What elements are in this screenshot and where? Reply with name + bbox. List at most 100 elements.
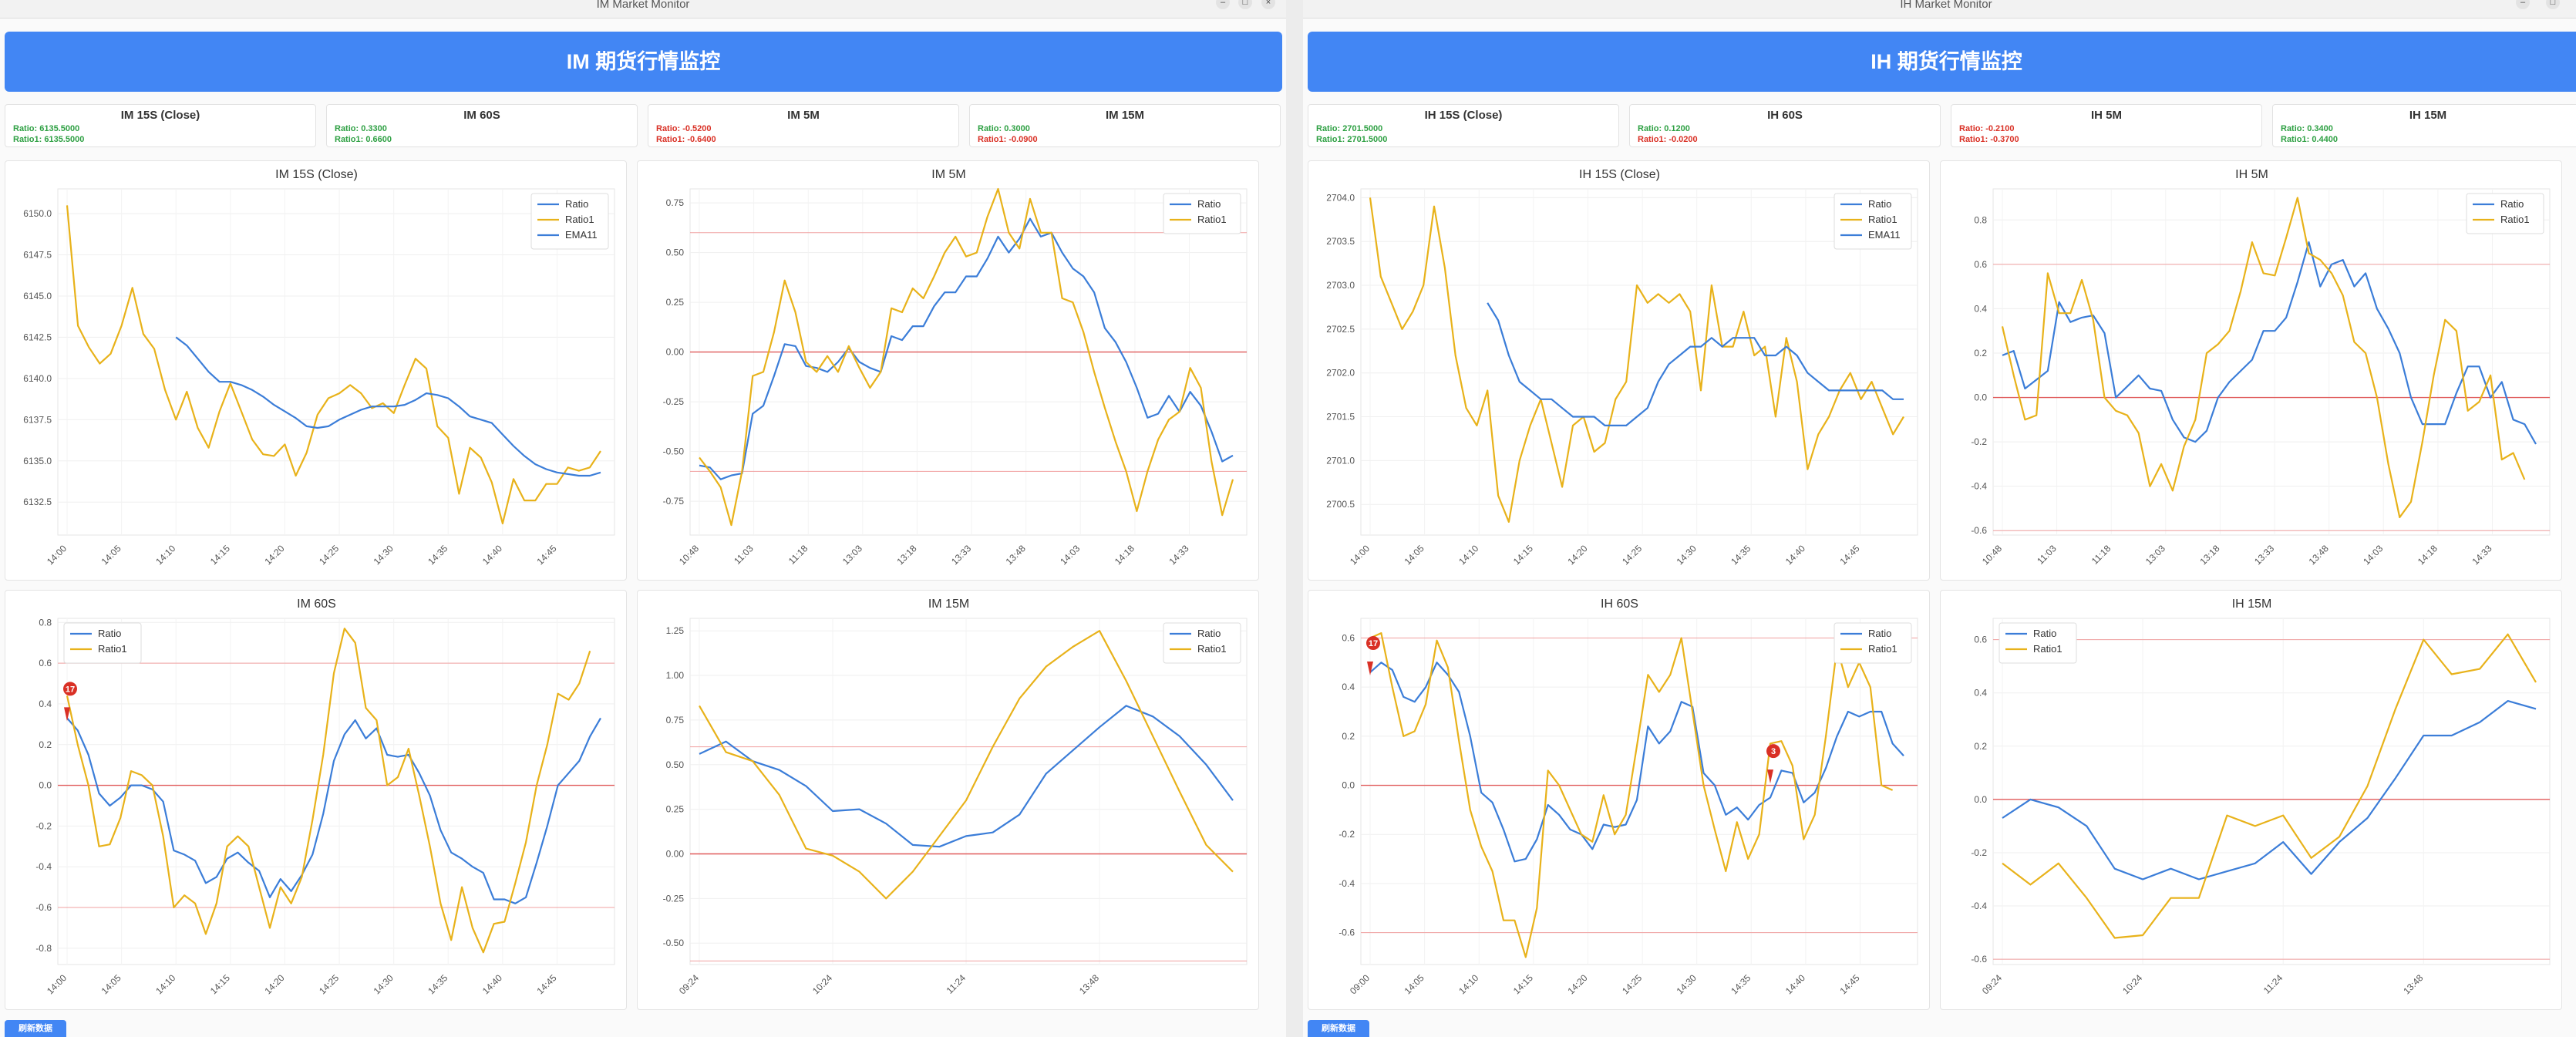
- x-tick-label: 14:40: [480, 543, 504, 567]
- signal-badge: [63, 682, 77, 696]
- chart-svg: IM 15M -0.50 -0.25 0.00 0.25 0.50 0.75 1.00 1.25…: [663, 598, 1248, 996]
- x-tick-label: 14:40: [1783, 972, 1807, 996]
- chart-panel-5m: IH 5M -0.6 -0.4 -0.2 0.0 0.2 0.4 0.6 0.8 10:48 11:…: [1940, 160, 2562, 581]
- chart-title: IH 15S (Close): [1579, 168, 1660, 181]
- x-tick-label: 13:48: [1004, 543, 1028, 567]
- im-window: IM Market Monitor – □ × IM 期货行情监控 IM 15S…: [0, 0, 1286, 1037]
- x-tick-label: 10:48: [677, 543, 701, 567]
- x-tick-label: 13:48: [2401, 972, 2425, 996]
- card-title: IM 60S: [463, 109, 500, 122]
- series-line-ema11: [175, 336, 601, 477]
- y-tick-label: -0.25: [663, 396, 685, 407]
- summary-card: IM 60S Ratio: 0.3300 Ratio1: 0.6600: [326, 104, 638, 147]
- title-bar: IM Market Monitor – □ ×: [0, 0, 1286, 19]
- x-tick-label: 14:45: [1837, 543, 1861, 567]
- refresh-button[interactable]: 刷新数据: [1308, 1020, 1369, 1037]
- y-tick-label: -0.4: [1971, 901, 1987, 911]
- card-title: IH 60S: [1767, 109, 1803, 122]
- x-tick-label: 11:03: [2035, 543, 2059, 567]
- signal-badge-label: 17: [1369, 639, 1378, 648]
- x-tick-label: 11:24: [945, 972, 968, 996]
- y-tick-label: 1.25: [666, 625, 685, 636]
- x-tick-label: 14:30: [372, 543, 396, 567]
- x-tick-label: 14:35: [426, 972, 450, 996]
- y-tick-label: 6145.0: [23, 291, 52, 301]
- y-tick-label: 0.75: [666, 715, 685, 726]
- y-tick-label: -0.8: [35, 943, 52, 954]
- x-tick-label: 09:24: [677, 972, 701, 996]
- x-tick-label: 09:00: [1348, 972, 1372, 996]
- legend-label: Ratio: [1868, 198, 1891, 210]
- x-tick-label: 14:15: [1511, 543, 1535, 567]
- legend-label: Ratio1: [1197, 643, 1227, 655]
- y-tick-label: 2700.5: [1326, 499, 1355, 510]
- chart-panel-15s: IH 15S (Close) 2700.5 2701.0 2701.5 2702.0 27…: [1308, 160, 1930, 581]
- title-bar: IH Market Monitor – □: [1303, 0, 2576, 19]
- y-tick-label: 0.0: [1974, 392, 1987, 403]
- signal-arrow-icon: [1767, 769, 1773, 784]
- legend-label: Ratio: [98, 628, 121, 639]
- y-tick-label: 0.8: [39, 617, 52, 628]
- minimize-icon[interactable]: –: [2516, 0, 2530, 9]
- summary-card: IM 15M Ratio: 0.3000 Ratio1: -0.0900: [969, 104, 1281, 147]
- signal-arrow-icon: [64, 707, 70, 722]
- x-tick-label: 09:24: [1980, 972, 2004, 996]
- summary-card: IM 15S (Close) Ratio: 6135.5000 Ratio1: 61…: [5, 104, 316, 147]
- y-tick-label: 0.6: [1974, 635, 1987, 645]
- card-ratio1: Ratio1: 2701.5000: [1316, 135, 1388, 144]
- x-tick-label: 14:05: [99, 972, 123, 996]
- x-tick-label: 14:30: [1675, 543, 1699, 567]
- summary-card: IH 15S (Close) Ratio: 2701.5000 Ratio1: 27…: [1308, 104, 1619, 147]
- card-title: IH 15M: [2409, 109, 2447, 122]
- maximize-icon[interactable]: □: [1238, 0, 1252, 9]
- y-tick-label: 0.00: [666, 849, 685, 860]
- y-tick-label: 2703.5: [1326, 236, 1355, 247]
- x-tick-label: 14:20: [262, 543, 286, 567]
- y-tick-label: 0.6: [1974, 259, 1987, 270]
- y-tick-label: 0.8: [1974, 214, 1987, 225]
- y-tick-label: 2703.0: [1326, 280, 1355, 291]
- signal-badge-label: 3: [1771, 747, 1776, 756]
- refresh-button[interactable]: 刷新数据: [5, 1020, 66, 1037]
- y-tick-label: -0.4: [1971, 481, 1987, 492]
- x-tick-label: 14:15: [208, 543, 232, 567]
- x-tick-label: 14:30: [372, 972, 396, 996]
- y-tick-label: -0.6: [1971, 525, 1987, 536]
- chart-panel-60s: IM 60S -0.8 -0.6 -0.4 -0.2 0.0 0.2 0.4 0.6 0.8 14:…: [5, 590, 627, 1010]
- y-tick-label: 1.00: [666, 670, 685, 681]
- card-ratio1: Ratio1: -0.3700: [1959, 135, 2019, 144]
- y-tick-label: 6142.5: [23, 332, 52, 342]
- legend-label: Ratio1: [565, 214, 594, 225]
- card-ratio: Ratio: 2701.5000: [1316, 124, 1383, 133]
- card-ratio: Ratio: -0.2100: [1959, 124, 2015, 133]
- y-tick-label: 0.25: [666, 804, 685, 815]
- ih-window: IH Market Monitor – □ IH 期货行情监控 IH 15S (…: [1303, 0, 2576, 1037]
- legend-label: EMA11: [565, 229, 598, 241]
- chart-svg: IM 60S -0.8 -0.6 -0.4 -0.2 0.0 0.2 0.4 0.6 0.8 14:…: [35, 598, 615, 996]
- card-title: IM 5M: [787, 109, 820, 122]
- y-tick-label: 6140.0: [23, 373, 52, 384]
- chart-svg: IH 15S (Close) 2700.5 2701.0 2701.5 2702.0 27…: [1326, 168, 1918, 567]
- legend-label: Ratio1: [2033, 643, 2062, 655]
- x-tick-label: 14:35: [426, 543, 450, 567]
- x-tick-label: 14:03: [1058, 543, 1082, 567]
- chart-title: IH 15M: [2232, 598, 2272, 611]
- series-line-ratio1: [66, 628, 591, 954]
- legend-label: Ratio1: [2500, 214, 2530, 225]
- x-tick-label: 14:10: [1456, 972, 1480, 996]
- maximize-icon[interactable]: □: [2546, 0, 2560, 9]
- minimize-icon[interactable]: –: [1216, 0, 1230, 9]
- series-line-ratio1: [2001, 197, 2526, 519]
- x-tick-label: 14:20: [262, 972, 286, 996]
- y-tick-label: -0.50: [663, 938, 685, 948]
- series-line-ema11: [1487, 302, 1904, 426]
- series-line-ratio1: [699, 187, 1234, 527]
- x-tick-label: 13:48: [2307, 543, 2331, 567]
- legend-label: EMA11: [1868, 229, 1901, 241]
- plot-area: [57, 618, 615, 965]
- x-tick-label: 11:03: [732, 543, 756, 567]
- signal-badge-label: 17: [66, 685, 75, 694]
- close-icon[interactable]: ×: [1261, 0, 1275, 9]
- plot-area: [1360, 188, 1918, 536]
- x-tick-label: 10:24: [810, 972, 834, 996]
